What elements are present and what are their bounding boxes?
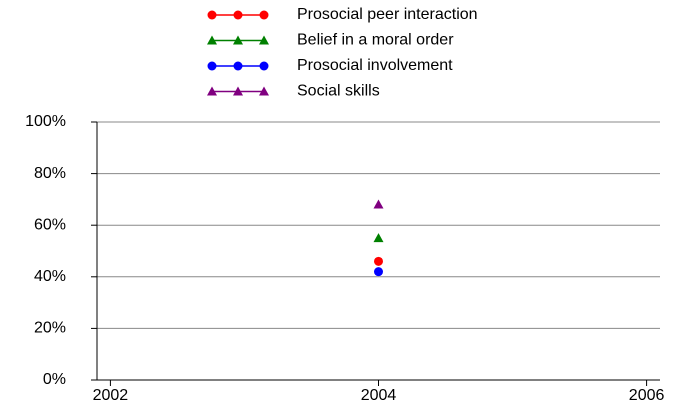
y-tick-label: 60% <box>34 216 66 233</box>
legend-marker <box>233 35 243 45</box>
x-tick-label: 2002 <box>93 387 129 404</box>
legend-label: Social skills <box>297 83 380 100</box>
legend-marker <box>259 86 269 96</box>
legend-marker <box>207 86 217 96</box>
point <box>374 267 383 277</box>
legend-label: Belief in a moral order <box>297 32 454 49</box>
legend-marker <box>233 61 243 71</box>
legend-label: Prosocial peer interaction <box>297 6 478 23</box>
y-tick-label: 40% <box>34 268 66 285</box>
point <box>373 199 384 209</box>
y-tick-label: 80% <box>34 165 66 182</box>
legend-marker <box>259 35 269 45</box>
y-tick-label: 100% <box>25 113 66 130</box>
x-tick-label: 2006 <box>629 387 665 404</box>
legend-marker <box>233 86 243 96</box>
y-tick-label: 0% <box>43 371 66 388</box>
point <box>374 256 383 266</box>
legend-marker <box>259 10 269 20</box>
x-tick-label: 2004 <box>361 387 397 404</box>
legend-label: Prosocial involvement <box>297 57 453 74</box>
point <box>373 233 384 243</box>
legend-marker <box>207 35 217 45</box>
y-tick-label: 20% <box>34 320 66 337</box>
legend-marker <box>259 61 269 71</box>
legend-marker <box>207 61 217 71</box>
legend-marker <box>207 10 217 20</box>
legend-marker <box>233 10 243 20</box>
